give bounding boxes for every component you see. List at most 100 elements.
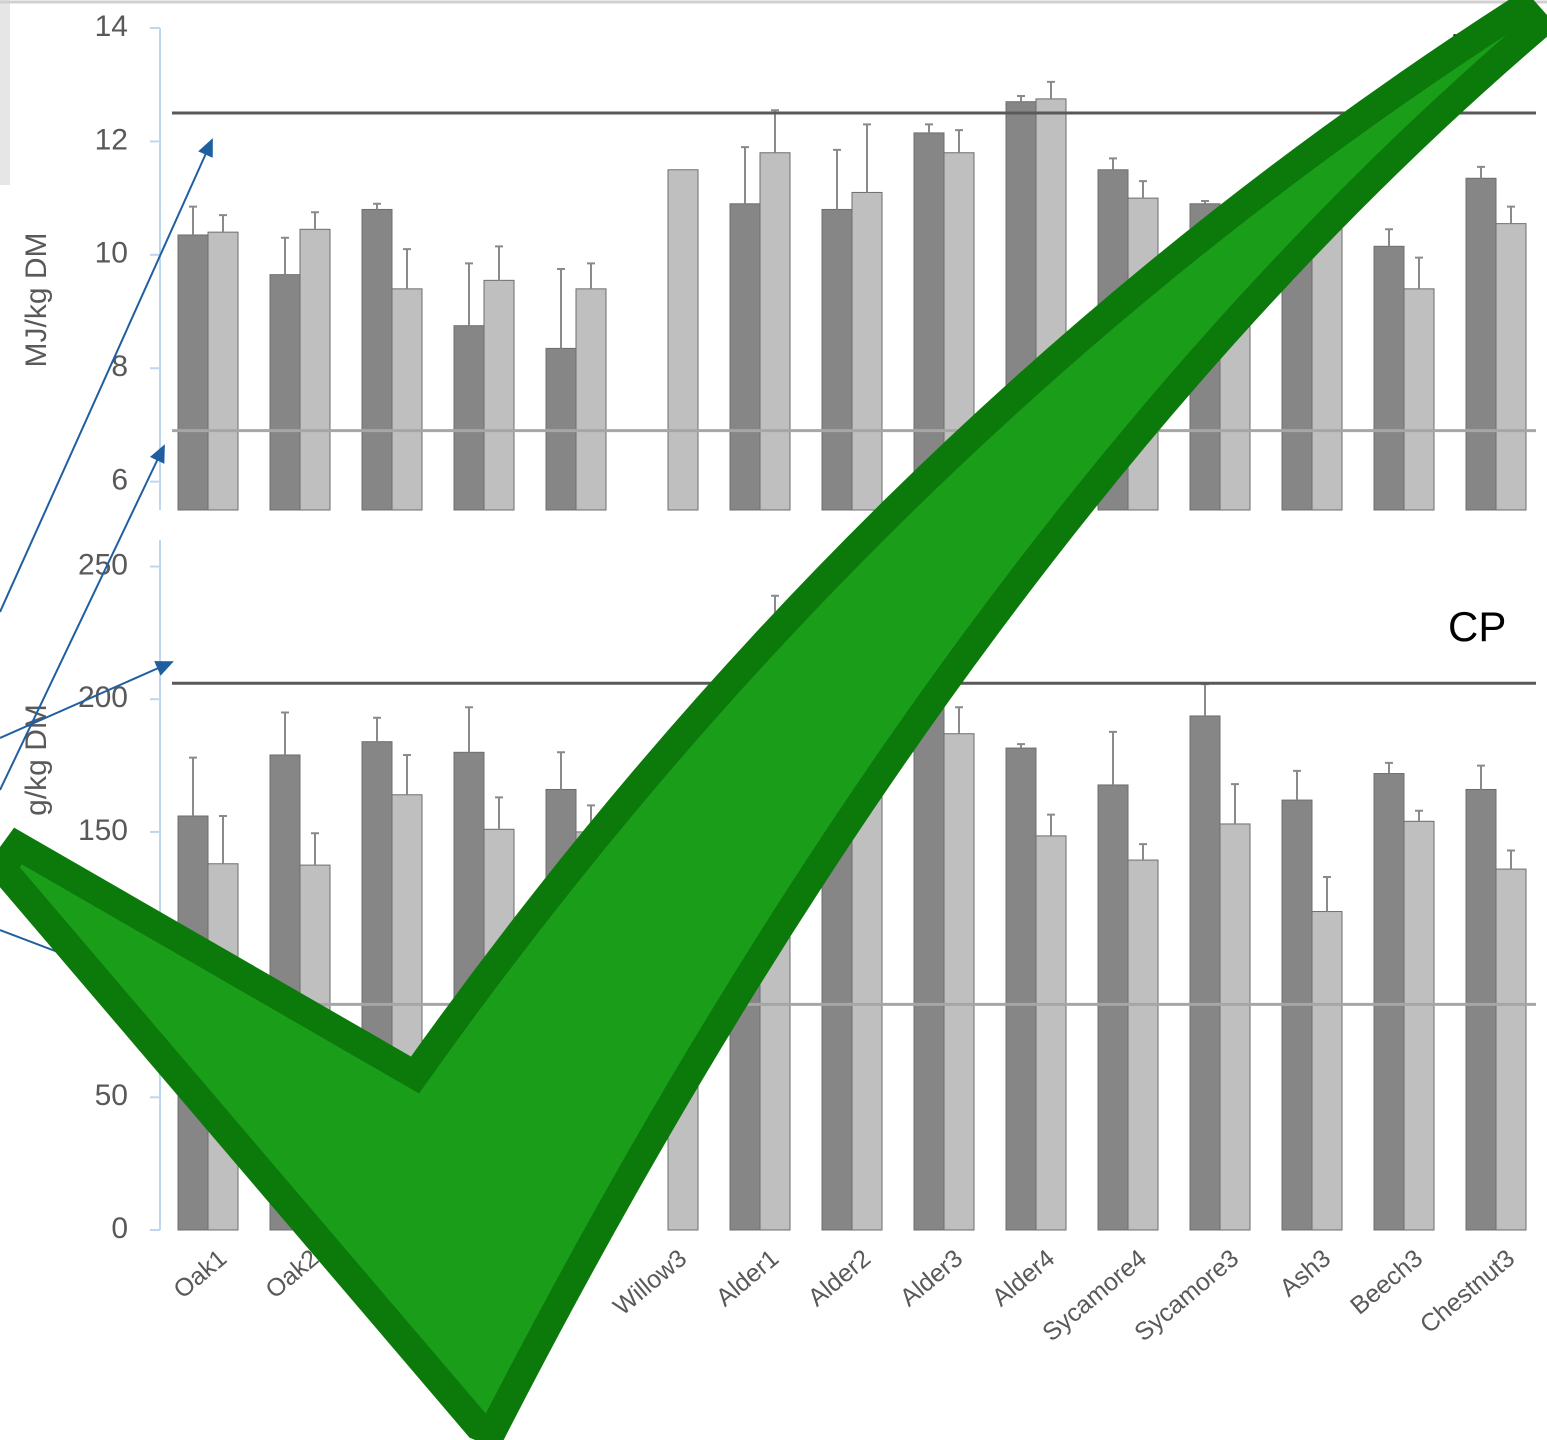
- bar: [1495, 223, 1527, 511]
- error-bar: [1047, 80, 1055, 99]
- bar: [851, 782, 883, 1231]
- error-bar: [1323, 876, 1331, 912]
- arrow: [0, 661, 174, 739]
- y-tick-label: 6: [111, 464, 128, 497]
- error-bar: [1109, 157, 1117, 170]
- bar: [269, 274, 301, 511]
- bar: [1219, 823, 1251, 1231]
- bar: [207, 231, 239, 511]
- error-bar: [1047, 813, 1055, 836]
- error-bar: [189, 205, 197, 235]
- error-bar: [1201, 199, 1209, 204]
- error-bar: [1109, 730, 1117, 785]
- bar: [1005, 747, 1037, 1231]
- arrow: [0, 138, 213, 613]
- bar: [177, 234, 209, 511]
- error-bar: [311, 211, 319, 230]
- error-bar: [1139, 180, 1147, 199]
- y-tick-label: 0: [111, 1212, 128, 1245]
- error-bar: [465, 262, 473, 326]
- y-tick-label: 50: [95, 1079, 128, 1112]
- error-bar: [219, 214, 227, 233]
- bar: [1465, 788, 1497, 1231]
- y-tick-label: 14: [95, 10, 128, 43]
- error-bar: [1385, 761, 1393, 774]
- bar: [943, 733, 975, 1231]
- bar: [483, 279, 515, 511]
- error-bar: [1415, 256, 1423, 289]
- x-tick-label: Alder1: [711, 1244, 784, 1312]
- x-tick-label: Willow3: [608, 1244, 692, 1321]
- error-bar: [281, 236, 289, 275]
- bar: [1281, 799, 1313, 1231]
- bar: [1373, 245, 1405, 511]
- x-tick-label: Ash3: [1274, 1244, 1336, 1302]
- x-tick-label: Alder2: [803, 1244, 876, 1312]
- error-bar: [1507, 205, 1515, 224]
- bar: [361, 208, 393, 511]
- y-tick-label: 12: [95, 123, 128, 156]
- error-bar: [311, 832, 319, 866]
- error-bar: [1231, 783, 1239, 824]
- bar: [1097, 784, 1129, 1231]
- bar: [1035, 835, 1067, 1231]
- bar: [667, 169, 699, 511]
- bar: [1403, 820, 1435, 1231]
- y-axis-label: MJ/kg DM: [20, 233, 53, 368]
- arrow: [0, 444, 165, 791]
- bar: [1127, 859, 1159, 1231]
- error-bar: [557, 268, 565, 349]
- bar: [1311, 911, 1343, 1231]
- error-bar: [1385, 228, 1393, 247]
- error-bar: [557, 751, 565, 790]
- error-bar: [1017, 95, 1025, 102]
- bar: [1465, 177, 1497, 511]
- bar: [851, 191, 883, 511]
- error-bar: [373, 202, 381, 210]
- error-bar: [863, 123, 871, 193]
- bar: [913, 132, 945, 511]
- bar: [759, 152, 791, 511]
- bar: [1403, 288, 1435, 511]
- error-bar: [1415, 809, 1423, 822]
- error-bar: [281, 711, 289, 755]
- error-bar: [219, 815, 227, 864]
- error-bar: [403, 248, 411, 289]
- chart-title: CP: [1448, 603, 1506, 650]
- y-tick-label: 200: [78, 681, 128, 714]
- error-bar: [495, 796, 503, 830]
- error-bar: [403, 753, 411, 795]
- bar: [1373, 773, 1405, 1231]
- bar: [1189, 715, 1221, 1231]
- error-bar: [495, 245, 503, 281]
- bar: [729, 203, 761, 511]
- panel-edge: [0, 0, 10, 185]
- x-tick-label: Alder3: [895, 1244, 968, 1312]
- error-bar: [1293, 769, 1301, 801]
- bar: [821, 208, 853, 511]
- bar: [913, 698, 945, 1231]
- y-tick-label: 150: [78, 814, 128, 847]
- error-bar: [587, 262, 595, 289]
- error-bar: [1139, 843, 1147, 861]
- error-bar: [1477, 764, 1485, 790]
- error-bar: [1507, 849, 1515, 870]
- bar: [391, 288, 423, 511]
- bar: [453, 325, 485, 511]
- error-bar: [771, 109, 779, 153]
- x-tick-label: Oak1: [168, 1244, 232, 1304]
- error-bar: [465, 706, 473, 753]
- error-bar: [925, 123, 933, 133]
- x-tick-label: Chestnut3: [1415, 1244, 1520, 1339]
- error-bar: [1477, 165, 1485, 179]
- error-bar: [833, 148, 841, 210]
- x-tick-label: Alder4: [987, 1244, 1060, 1312]
- error-bar: [189, 756, 197, 816]
- error-bar: [955, 706, 963, 734]
- error-bar: [741, 146, 749, 204]
- x-tick-label: Beech3: [1345, 1244, 1428, 1320]
